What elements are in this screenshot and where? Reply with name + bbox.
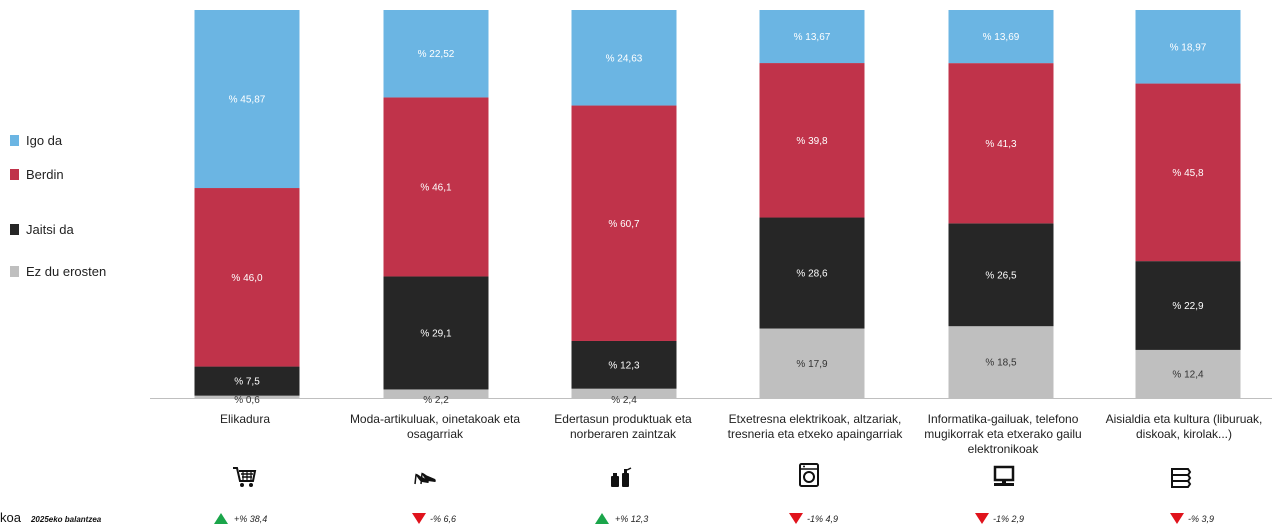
up-arrow-icon (595, 513, 609, 524)
bar-segment (194, 10, 300, 189)
bar-segment (948, 63, 1054, 224)
data-label: % 18,97 (1170, 42, 1207, 53)
data-label: % 39,8 (796, 136, 828, 147)
data-label: % 13,69 (983, 32, 1020, 43)
footer-text: koa (0, 510, 21, 525)
data-label: % 41,3 (985, 139, 1017, 150)
data-label: % 28,6 (796, 269, 828, 280)
data-label: % 26,5 (985, 270, 1017, 281)
change-indicator: +% 12,3 (595, 513, 648, 524)
data-label: % 46,1 (420, 182, 452, 193)
bar-segment (571, 105, 677, 341)
legend-swatch-berdin (10, 169, 19, 180)
shopping-cart-icon (233, 467, 257, 487)
change-indicator: -1% 4,9 (789, 513, 838, 524)
bar-segment (194, 366, 300, 396)
data-label: % 29,1 (420, 328, 452, 339)
bar-segment (1135, 83, 1241, 262)
bar-segment (1135, 349, 1241, 398)
bar-segment (194, 395, 300, 398)
down-arrow-icon (412, 513, 426, 524)
bar-segment (759, 63, 865, 218)
bar-segment (383, 389, 489, 398)
down-arrow-icon (789, 513, 803, 524)
legend-item-igo-da: Igo da (10, 133, 62, 148)
down-arrow-icon (975, 513, 989, 524)
footer-note: 2025eko balantzea (30, 515, 102, 524)
cosmetics-icon (611, 467, 632, 487)
data-label: % 46,0 (231, 273, 263, 284)
category-label: Edertasun produktuak eta norberaren zain… (554, 412, 692, 441)
bar-segment (383, 10, 489, 98)
legend-item-berdin: Berdin (10, 167, 64, 182)
bar-segment (948, 326, 1054, 398)
legend-label: Berdin (26, 167, 64, 182)
bar-segment (759, 328, 865, 398)
washing-machine-icon (799, 463, 819, 487)
bar-segment (948, 223, 1054, 327)
category-label: Moda-artikuluak, oinetakoak eta osagarri… (349, 412, 521, 441)
data-label: % 45,87 (229, 95, 266, 106)
data-label: % 13,67 (794, 32, 831, 43)
bar-segment (383, 97, 489, 277)
legend-item-jaitsi-da: Jaitsi da (10, 222, 74, 237)
high-heel-shoe-icon (414, 472, 436, 485)
down-arrow-icon (1170, 513, 1184, 524)
category-label: Elikadura (219, 412, 271, 426)
category-label: Informatika-gailuak, telefono mugikorrak… (924, 412, 1082, 456)
data-label: % 60,7 (608, 219, 640, 230)
bar-segment (571, 10, 677, 106)
data-label: % 12,4 (1172, 369, 1204, 380)
data-label: % 17,9 (796, 359, 828, 370)
bar-segment (571, 388, 677, 398)
change-indicator: -% 3,9 (1170, 513, 1214, 524)
change-value: -1% 2,9 (993, 513, 1025, 524)
computer-icon (993, 465, 1015, 486)
bar-segment (571, 340, 677, 389)
legend-label: Igo da (26, 133, 63, 148)
legend-item-ez-du-erosten: Ez du erosten (10, 264, 106, 279)
bar-segment (383, 276, 489, 390)
legend-swatch-jaitsi-da (10, 224, 19, 235)
up-arrow-icon (214, 513, 228, 524)
change-value: -% 6,6 (430, 513, 457, 524)
bar-segment (759, 10, 865, 64)
change-indicator: -1% 2,9 (975, 513, 1024, 524)
data-label: % 12,3 (608, 360, 640, 371)
data-label: % 2,2 (423, 395, 449, 406)
bar-segment (1135, 10, 1241, 84)
data-label: % 18,5 (985, 358, 1017, 369)
legend-label: Jaitsi da (26, 222, 74, 237)
data-label: % 24,63 (606, 53, 643, 64)
legend-swatch-igo-da (10, 135, 19, 146)
change-indicator: -% 6,6 (412, 513, 456, 524)
data-label: % 7,5 (234, 377, 260, 388)
data-label: % 2,4 (611, 395, 637, 406)
change-value: -% 3,9 (1188, 513, 1215, 524)
data-label: % 0,6 (234, 395, 260, 406)
bar-segment (759, 217, 865, 329)
legend-swatch-ez-du-erosten (10, 266, 19, 277)
data-label: % 45,8 (1172, 168, 1204, 179)
change-value: +% 38,4 (234, 513, 268, 524)
data-label: % 22,9 (1172, 301, 1204, 312)
legend-label: Ez du erosten (26, 264, 107, 279)
bar-segment (948, 10, 1054, 64)
change-value: +% 12,3 (615, 513, 649, 524)
change-value: -1% 4,9 (807, 513, 839, 524)
change-indicator: +% 38,4 (214, 513, 267, 524)
data-label: % 22,52 (418, 49, 455, 60)
bar-segment (194, 188, 300, 367)
category-label: Etxetresna elektrikoak, altzariak, tresn… (727, 412, 903, 441)
category-label: Aisialdia eta kultura (liburuak, diskoak… (1105, 412, 1263, 441)
footer: koa 2025eko balantzea (0, 510, 101, 525)
bar-segment (1135, 261, 1241, 350)
books-icon (1171, 468, 1192, 488)
